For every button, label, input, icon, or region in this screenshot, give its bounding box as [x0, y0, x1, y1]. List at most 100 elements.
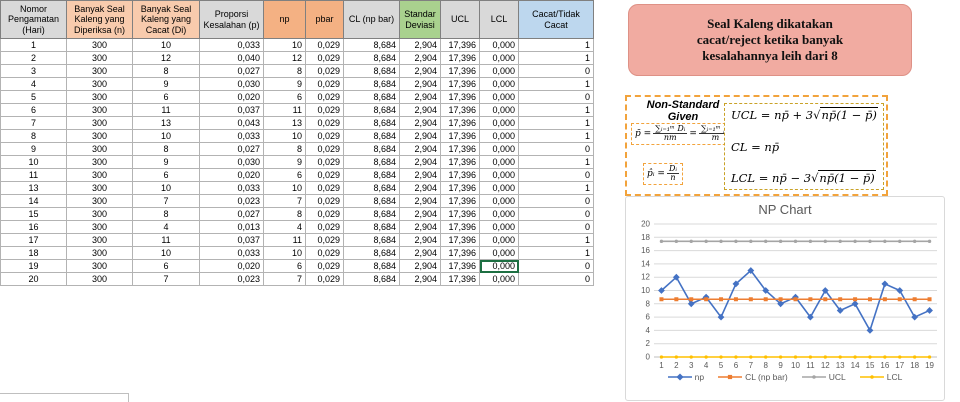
- cell[interactable]: 0: [518, 194, 594, 208]
- cell[interactable]: 0,023: [199, 194, 264, 208]
- cell[interactable]: 0,029: [305, 168, 344, 182]
- cell[interactable]: 0,043: [199, 116, 264, 130]
- cell[interactable]: 8,684: [343, 116, 400, 130]
- cell[interactable]: 300: [66, 129, 133, 143]
- cell[interactable]: 0: [518, 207, 594, 221]
- legend-item-np[interactable]: np: [667, 372, 704, 382]
- cell[interactable]: 2,904: [399, 194, 441, 208]
- cell[interactable]: 9: [0, 142, 67, 156]
- cell[interactable]: 0,000: [479, 51, 519, 65]
- cell[interactable]: 8: [263, 64, 306, 78]
- cell[interactable]: 8: [132, 207, 200, 221]
- cell[interactable]: 300: [66, 168, 133, 182]
- cell[interactable]: 0,000: [479, 90, 519, 104]
- np-chart[interactable]: NP Chart 0 2 4 6 8 10 12 14 16 18 20 1 2 3 4 5 6 7 8 9 10 11 1…: [625, 196, 945, 401]
- cell[interactable]: 0,029: [305, 155, 344, 169]
- cell[interactable]: 300: [66, 77, 133, 91]
- cell[interactable]: 2,904: [399, 246, 441, 260]
- cell[interactable]: 300: [66, 194, 133, 208]
- cell[interactable]: 2,904: [399, 168, 441, 182]
- cell[interactable]: 2,904: [399, 207, 441, 221]
- cell[interactable]: 2,904: [399, 233, 441, 247]
- legend-item-lcl[interactable]: LCL: [859, 372, 902, 382]
- column-header-9[interactable]: LCL: [479, 0, 519, 39]
- cell[interactable]: 10: [263, 246, 306, 260]
- cell[interactable]: 0,033: [199, 246, 264, 260]
- column-header-5[interactable]: pbar: [305, 0, 344, 39]
- cell[interactable]: 8,684: [343, 233, 400, 247]
- cell[interactable]: 0,027: [199, 64, 264, 78]
- cell[interactable]: 0,000: [479, 181, 519, 195]
- cell[interactable]: 8: [263, 207, 306, 221]
- cell[interactable]: 10: [132, 246, 200, 260]
- cell[interactable]: 8,684: [343, 168, 400, 182]
- cell[interactable]: 0: [518, 272, 594, 286]
- cell[interactable]: 17,396: [440, 129, 480, 143]
- cell[interactable]: 0,029: [305, 259, 344, 273]
- cell[interactable]: 300: [66, 103, 133, 117]
- cell[interactable]: 17,396: [440, 246, 480, 260]
- cell[interactable]: 0,029: [305, 246, 344, 260]
- cell[interactable]: 17: [0, 233, 67, 247]
- cell[interactable]: 0: [518, 90, 594, 104]
- column-header-4[interactable]: np: [263, 0, 306, 39]
- cell[interactable]: 300: [66, 272, 133, 286]
- cell[interactable]: 8: [0, 129, 67, 143]
- cell[interactable]: 0,020: [199, 259, 264, 273]
- cell[interactable]: 8,684: [343, 272, 400, 286]
- cell[interactable]: 0,027: [199, 142, 264, 156]
- cell[interactable]: 8,684: [343, 194, 400, 208]
- cell[interactable]: 300: [66, 64, 133, 78]
- cell[interactable]: 8,684: [343, 142, 400, 156]
- cell[interactable]: 18: [0, 246, 67, 260]
- cell[interactable]: 0,000: [479, 272, 519, 286]
- cell[interactable]: 0,000: [479, 116, 519, 130]
- cell[interactable]: 14: [0, 194, 67, 208]
- cell[interactable]: 8,684: [343, 51, 400, 65]
- cell[interactable]: 0,033: [199, 129, 264, 143]
- cell[interactable]: 8,684: [343, 38, 400, 52]
- cell[interactable]: 0,023: [199, 272, 264, 286]
- cell[interactable]: 2,904: [399, 90, 441, 104]
- cell[interactable]: 0,029: [305, 220, 344, 234]
- cell[interactable]: 11: [132, 103, 200, 117]
- cell[interactable]: 0,029: [305, 90, 344, 104]
- cell[interactable]: 11: [263, 233, 306, 247]
- cell[interactable]: 7: [132, 272, 200, 286]
- legend-item-ucl[interactable]: UCL: [801, 372, 846, 382]
- cell[interactable]: 1: [518, 129, 594, 143]
- cell[interactable]: 20: [0, 272, 67, 286]
- cell[interactable]: 300: [66, 207, 133, 221]
- cell[interactable]: 0: [518, 220, 594, 234]
- cell[interactable]: 0,029: [305, 194, 344, 208]
- cell[interactable]: 2,904: [399, 155, 441, 169]
- column-header-3[interactable]: Proporsi Kesalahan (p): [199, 0, 264, 39]
- cell[interactable]: 17,396: [440, 207, 480, 221]
- cell[interactable]: 0,029: [305, 64, 344, 78]
- cell[interactable]: 4: [263, 220, 306, 234]
- cell[interactable]: 17,396: [440, 142, 480, 156]
- cell[interactable]: 300: [66, 90, 133, 104]
- column-header-2[interactable]: Banyak Seal Kaleng yang Cacat (Di): [132, 0, 200, 39]
- cell[interactable]: 0,020: [199, 90, 264, 104]
- cell[interactable]: 4: [132, 220, 200, 234]
- column-header-1[interactable]: Banyak Seal Kaleng yang Diperiksa (n): [66, 0, 133, 39]
- cell[interactable]: 10: [132, 38, 200, 52]
- cell[interactable]: 6: [263, 168, 306, 182]
- cell[interactable]: 1: [518, 155, 594, 169]
- cell[interactable]: 3: [0, 64, 67, 78]
- cell[interactable]: 300: [66, 246, 133, 260]
- cell[interactable]: 17,396: [440, 116, 480, 130]
- cell[interactable]: 6: [132, 168, 200, 182]
- cell[interactable]: 2,904: [399, 142, 441, 156]
- cell[interactable]: 0,000: [479, 155, 519, 169]
- cell[interactable]: 10: [132, 129, 200, 143]
- cell[interactable]: 15: [0, 207, 67, 221]
- cell[interactable]: 0,000: [479, 129, 519, 143]
- cell[interactable]: 17,396: [440, 103, 480, 117]
- cell[interactable]: 1: [0, 38, 67, 52]
- cell[interactable]: 0,029: [305, 233, 344, 247]
- cell[interactable]: 0,029: [305, 51, 344, 65]
- cell[interactable]: 2,904: [399, 103, 441, 117]
- cell[interactable]: 0,000: [479, 142, 519, 156]
